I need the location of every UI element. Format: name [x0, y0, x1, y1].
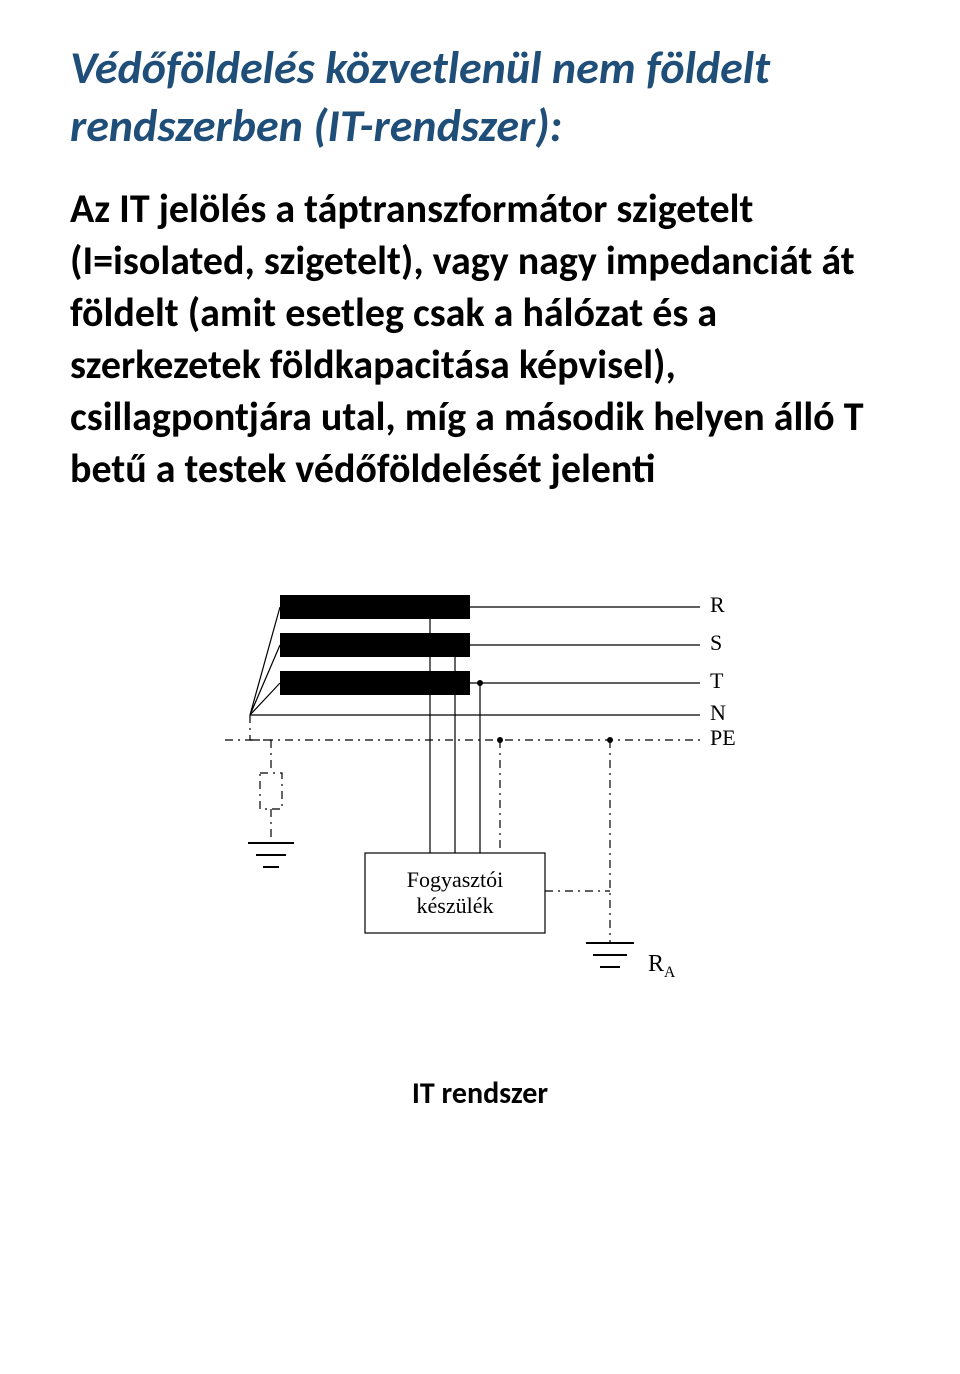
svg-text:T: T	[710, 668, 724, 693]
diagram-container: FogyasztóikészülékRSTNPERA	[70, 585, 890, 1015]
svg-text:N: N	[710, 700, 726, 725]
diagram-caption: IT rendszer	[70, 1075, 890, 1112]
svg-text:S: S	[710, 630, 722, 655]
page-title: Védőföldelés közvetlenül nem földelt ren…	[70, 40, 890, 155]
body-paragraph: Az IT jelölés a táptranszformátor sziget…	[70, 183, 890, 495]
svg-text:R: R	[710, 592, 725, 617]
it-system-schematic: FogyasztóikészülékRSTNPERA	[200, 585, 760, 1015]
svg-text:készülék: készülék	[417, 893, 494, 918]
svg-text:PE: PE	[710, 725, 736, 750]
svg-text:R: R	[648, 951, 664, 977]
svg-text:A: A	[664, 964, 676, 981]
svg-text:Fogyasztói: Fogyasztói	[407, 867, 504, 892]
